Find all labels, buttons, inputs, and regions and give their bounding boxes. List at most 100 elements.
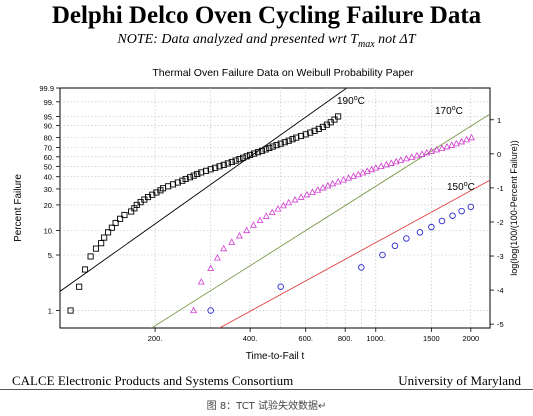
series-label-2: 150oC <box>447 181 475 193</box>
footer-divider <box>0 389 533 390</box>
point-triangle <box>418 150 426 157</box>
point-square <box>224 160 231 167</box>
point-square <box>216 163 223 170</box>
point-square <box>247 151 254 159</box>
y-tick-label: 30. <box>44 185 54 194</box>
point-square <box>67 307 74 314</box>
series-label-unit: C <box>468 182 475 193</box>
point-triangle <box>463 135 471 143</box>
point-square <box>311 127 318 134</box>
figure-caption: 图 8：TCT 试验失效数据↵ <box>206 401 327 412</box>
point-square <box>153 189 160 196</box>
fit-line-2 <box>219 179 490 328</box>
point-triangle <box>256 216 264 224</box>
point-square <box>169 181 177 188</box>
point-square <box>182 175 189 183</box>
series-label-degree: o <box>452 105 456 112</box>
axes: 1. 5. 10. 20. 30. 40. 50.60.70.80. 90.95. 99. 99.… <box>39 84 503 343</box>
point-triangle <box>339 176 347 183</box>
point-triangle <box>291 196 299 203</box>
point-triangle <box>438 144 446 151</box>
point-triangle <box>268 208 276 216</box>
point-triangle <box>285 198 293 206</box>
point-circle <box>207 307 214 314</box>
y-tick-label: 90. <box>44 121 54 130</box>
x-tick-label: 1500 <box>423 334 440 343</box>
point-square <box>302 131 309 138</box>
point-triangle <box>359 168 367 176</box>
point-triangle <box>314 186 322 193</box>
y-tick-label: 70. <box>44 144 54 153</box>
point-circle <box>403 235 410 242</box>
y-right-axis-label: log(log(100/(100-Percent Failure)) <box>509 140 519 276</box>
point-square <box>243 153 250 160</box>
point-square <box>108 224 115 231</box>
point-square <box>76 283 83 290</box>
point-triangle <box>324 181 332 189</box>
y-right-tick-label: -3 <box>497 252 504 261</box>
y-tick-label: 80. <box>44 134 54 143</box>
point-square <box>179 177 186 184</box>
data-points <box>67 113 475 314</box>
point-circle <box>428 223 435 231</box>
point-square <box>315 125 322 132</box>
point-square <box>255 149 262 156</box>
point-square <box>186 174 194 181</box>
point-square <box>174 179 181 186</box>
footer-consortium: CALCE Electronic Products and Systems Co… <box>12 373 294 388</box>
point-square <box>207 166 214 173</box>
point-square <box>258 147 265 154</box>
point-square <box>101 234 108 241</box>
series-label-value: 190 <box>337 96 354 107</box>
y-tick-label: 95. <box>44 112 54 121</box>
slide-note: NOTE: Data analyzed and presented wrt Tm… <box>0 32 533 50</box>
note-suffix: not ΔT <box>374 32 416 47</box>
point-triangle <box>334 177 342 185</box>
series-label-unit: C <box>358 96 365 107</box>
y-tick-label: 10. <box>44 226 54 235</box>
point-square <box>266 144 273 152</box>
grid <box>60 88 490 328</box>
point-triangle <box>377 162 385 169</box>
point-triangle <box>413 151 421 159</box>
point-triangle <box>213 254 221 261</box>
point-square <box>269 143 276 150</box>
point-circle <box>358 264 365 271</box>
point-triangle <box>392 157 400 165</box>
point-square <box>251 150 258 157</box>
plot-area <box>59 87 491 329</box>
series-label-degree: o <box>464 181 468 188</box>
point-triangle <box>308 188 316 195</box>
point-square <box>87 253 94 260</box>
point-triangle <box>372 164 380 171</box>
point-square <box>236 156 243 163</box>
y-tick-label: 5. <box>48 251 54 260</box>
fit-line-1 <box>151 113 490 328</box>
point-triangle <box>350 172 357 179</box>
y-axis-label: Percent Failure <box>13 174 24 242</box>
point-triangle <box>228 238 236 245</box>
point-triangle <box>207 264 215 272</box>
point-circle <box>458 207 465 215</box>
x-tick-label: 200. <box>148 334 163 343</box>
point-triangle <box>279 201 287 209</box>
point-square <box>121 211 128 219</box>
y-right-tick-label: -4 <box>497 286 504 295</box>
point-triangle <box>387 159 395 166</box>
point-triangle <box>468 133 475 141</box>
point-square <box>194 170 201 178</box>
point-triangle <box>250 221 257 228</box>
point-triangle <box>243 226 251 234</box>
point-square <box>298 132 305 140</box>
y-right-tick-label: -5 <box>497 320 504 329</box>
x-tick-label: 2000 <box>462 334 479 343</box>
series-label-unit: C <box>456 106 463 117</box>
point-triangle <box>427 147 435 154</box>
point-square <box>112 219 119 227</box>
point-square <box>228 158 235 166</box>
point-triangle <box>190 306 198 314</box>
point-square <box>128 208 135 215</box>
point-circle <box>379 251 386 259</box>
y-right-tick-label: -1 <box>497 184 504 193</box>
x-axis-label: Time-to-Fail t <box>246 351 305 362</box>
